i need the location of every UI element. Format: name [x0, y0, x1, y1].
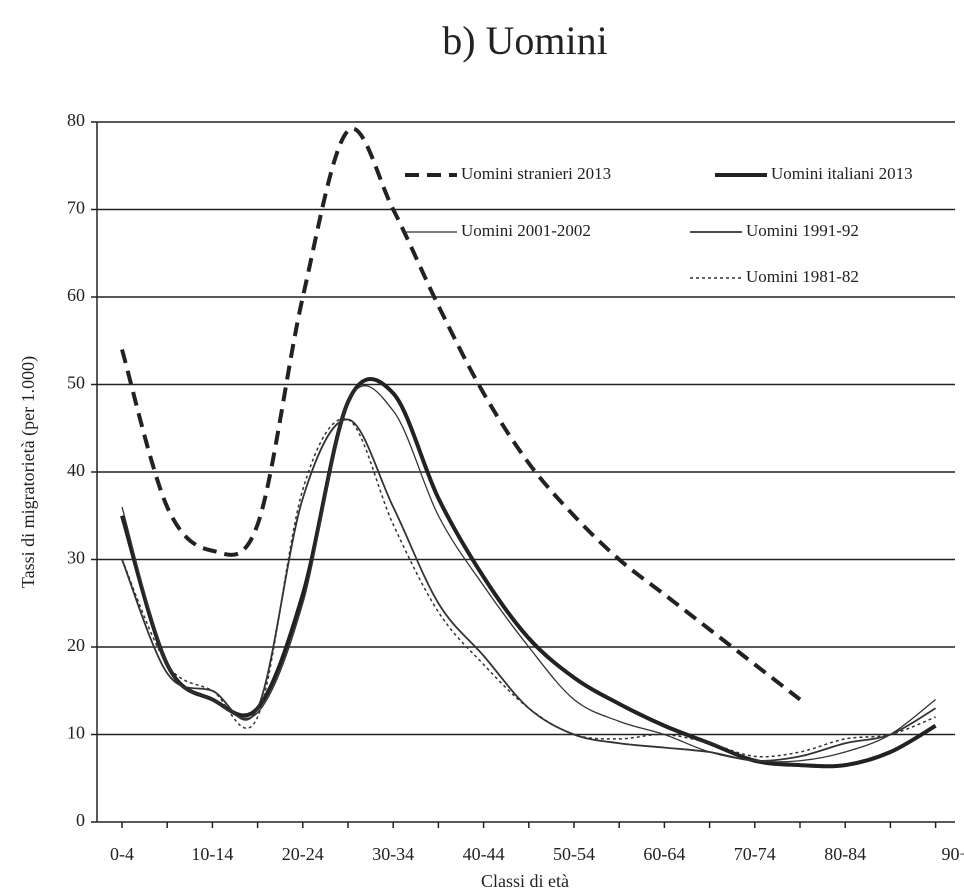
x-tick-label: 30-34 [372, 844, 414, 864]
legend-label: Uomini 2001-2002 [461, 221, 591, 240]
legend-label: Uomini stranieri 2013 [461, 164, 611, 183]
x-tick-label: 60-64 [643, 844, 685, 864]
y-tick-label: 50 [67, 373, 85, 393]
x-tick-label: 10-14 [191, 844, 233, 864]
series-line [121, 385, 936, 763]
series-line [120, 126, 802, 702]
x-tick-label: 0-4 [110, 844, 134, 864]
legend-label: Uomini italiani 2013 [771, 164, 913, 183]
x-tick-label: 50-54 [553, 844, 595, 864]
x-axis-label: Classi di età [481, 871, 569, 891]
series-line [121, 417, 936, 758]
y-tick-label: 80 [67, 110, 85, 130]
y-tick-label: 40 [67, 460, 85, 480]
x-tick-label: 90+ [942, 844, 964, 864]
series-line [120, 377, 937, 769]
legend: Uomini stranieri 2013 Uomini italiani 201… [405, 164, 913, 286]
series-line [121, 418, 937, 762]
y-tick-label: 30 [67, 548, 85, 568]
y-tick-label: 70 [67, 198, 85, 218]
x-tick-label: 70-74 [734, 844, 776, 864]
chart-title: b) Uomini [442, 18, 608, 63]
x-tick-label: 80-84 [824, 844, 866, 864]
x-tick-label: 20-24 [282, 844, 324, 864]
legend-label: Uomini 1991-92 [746, 221, 859, 240]
y-tick-label: 60 [67, 285, 85, 305]
y-tick-label: 20 [67, 635, 85, 655]
legend-label: Uomini 1981-82 [746, 267, 859, 286]
y-tick-label: 10 [67, 723, 85, 743]
y-axis-label: Tassi di migratorietà (per 1.000) [18, 356, 39, 588]
y-tick-label: 0 [76, 810, 85, 830]
x-tick-label: 40-44 [463, 844, 505, 864]
